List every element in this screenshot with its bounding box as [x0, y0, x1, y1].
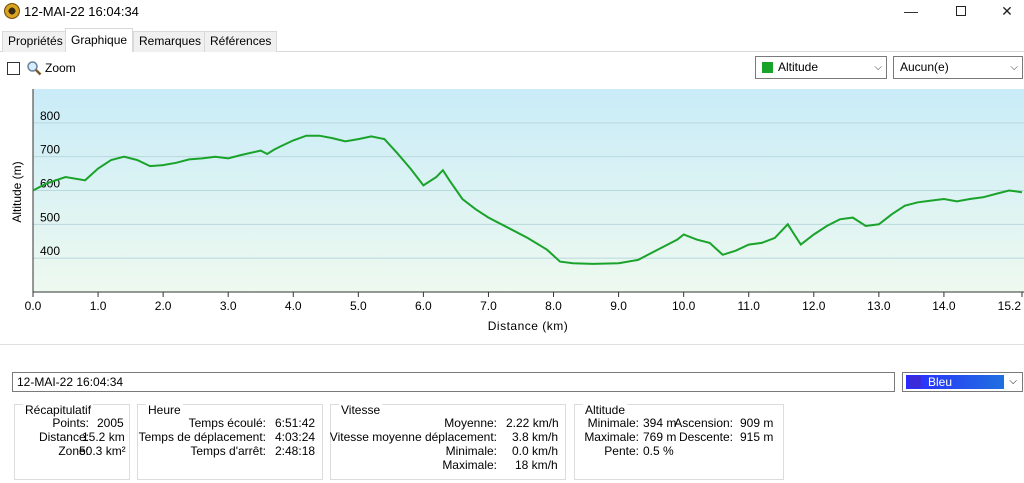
x-tick-label: 10.0	[672, 299, 696, 313]
app-icon	[4, 3, 20, 19]
speed-group: Vitesse Moyenne: 2.22 km/h Vitesse moyen…	[329, 403, 566, 480]
time-value: 6:51:42	[275, 416, 316, 430]
chevron-down-icon: ⌵	[1010, 62, 1018, 73]
x-tick-label: 1.0	[90, 299, 107, 313]
maximize-button[interactable]	[938, 0, 984, 24]
x-tick-label: 7.0	[480, 299, 497, 313]
x-tick-label: 15.2	[998, 299, 1022, 313]
maximize-icon	[956, 6, 966, 16]
secondary-series-value: Aucun(e)	[900, 60, 949, 74]
tab-remarques[interactable]: Remarques	[133, 31, 208, 52]
x-tick-label: 5.0	[350, 299, 367, 313]
track-color-value: Bleu	[906, 375, 1004, 389]
summary-value: 15.2 km	[82, 430, 125, 444]
speed-title: Vitesse	[339, 403, 383, 417]
altitude-series-line	[32, 134, 1023, 265]
y-tick-label: 400	[40, 244, 60, 258]
altitude-chart-svg[interactable]: 400 500 600 700 800 0.0 1.0 2.0 3.0 4.0 5.0 6.0 7.0…	[0, 82, 1024, 340]
tab-graphique[interactable]: Graphique	[65, 28, 134, 53]
altitude-group: Altitude Minimale: 394 m Maximale: 769 m…	[574, 403, 784, 480]
minimize-button[interactable]: —	[904, 3, 918, 19]
summary-label: Zone:	[58, 444, 89, 458]
altitude-title: Altitude	[583, 403, 628, 417]
tab-bar: Propriétés Graphique Remarques Référence…	[0, 28, 1024, 53]
summary-label: Distance:	[38, 430, 89, 444]
time-label: Temps écoulé:	[188, 416, 266, 430]
altitude-value: 915 m	[740, 430, 774, 444]
x-tick-label: 9.0	[610, 299, 627, 313]
speed-label: Moyenne:	[444, 416, 497, 430]
speed-value: 0.0 km/h	[512, 444, 559, 458]
altitude-value: 0.5 %	[643, 444, 674, 458]
time-value: 2:48:18	[275, 444, 316, 458]
summary-label: Points:	[52, 416, 89, 430]
x-tick-label: 0.0	[25, 299, 42, 313]
y-series-select[interactable]: Altitude ⌵	[755, 56, 887, 79]
tab-references[interactable]: Références	[204, 31, 278, 52]
summary-group: Récapitulatif Points: 2005 Distance: 15.…	[14, 403, 130, 480]
y-series-value: Altitude	[778, 60, 819, 74]
altitude-value: 909 m	[740, 416, 774, 430]
magnifier-icon	[27, 61, 42, 76]
title-bar: 12-MAI-22 16:04:34 — ✕	[0, 0, 1024, 24]
y-tick-label: 700	[40, 143, 60, 157]
altitude-label: Minimale:	[587, 416, 639, 430]
x-tick-label: 14.0	[932, 299, 956, 313]
speed-value: 18 km/h	[515, 458, 558, 472]
altitude-label: Pente:	[604, 444, 639, 458]
altitude-label: Maximale:	[584, 430, 639, 444]
time-group: Heure Temps écoulé: 6:51:42 Temps de dép…	[137, 403, 323, 480]
altitude-label: Ascension:	[674, 416, 733, 430]
y-axis-label: Altitude (m)	[10, 161, 24, 222]
speed-value: 3.8 km/h	[512, 430, 559, 444]
time-label: Temps de déplacement:	[138, 430, 266, 444]
close-button[interactable]: ✕	[1001, 3, 1013, 19]
speed-value: 2.22 km/h	[506, 416, 559, 430]
x-tick-label: 11.0	[737, 299, 760, 313]
altitude-chart[interactable]: 400 500 600 700 800 0.0 1.0 2.0 3.0 4.0 5.0 6.0 7.0…	[0, 82, 1024, 340]
altitude-value: 769 m	[643, 430, 677, 444]
speed-label: Vitesse moyenne déplacement:	[329, 430, 497, 444]
x-tick-label: 12.0	[802, 299, 826, 313]
x-tick-label: 3.0	[220, 299, 237, 313]
y-tick-label: 800	[40, 109, 60, 123]
speed-label: Minimale:	[445, 444, 497, 458]
time-value: 4:03:24	[275, 430, 316, 444]
window-title: 12-MAI-22 16:04:34	[24, 4, 139, 19]
series-color-swatch	[762, 62, 773, 73]
y-tick-label: 600	[40, 177, 60, 191]
speed-label: Maximale:	[442, 458, 497, 472]
x-axis-label: Distance (km)	[488, 319, 569, 333]
altitude-value: 394 m	[643, 416, 677, 430]
altitude-label: Descente:	[678, 430, 733, 444]
summary-value: 50.3 km²	[79, 444, 126, 458]
panel-divider	[0, 344, 1024, 345]
secondary-series-select[interactable]: Aucun(e) ⌵	[893, 56, 1023, 79]
chevron-down-icon: ⌵	[874, 62, 882, 73]
x-tick-label: 4.0	[285, 299, 302, 313]
x-tick-label: 8.0	[545, 299, 562, 313]
x-tick-label: 6.0	[415, 299, 432, 313]
time-label: Temps d'arrêt:	[190, 444, 266, 458]
chevron-down-icon: ⌵	[1009, 376, 1017, 387]
summary-title: Récapitulatif	[23, 403, 94, 417]
track-name-field[interactable]: 12-MAI-22 16:04:34	[12, 372, 895, 392]
summary-value: 2005	[97, 416, 124, 430]
y-tick-label: 500	[40, 210, 60, 224]
time-title: Heure	[146, 403, 183, 417]
x-tick-label: 13.0	[867, 299, 891, 313]
track-color-select[interactable]: Bleu ⌵	[902, 372, 1023, 392]
zoom-checkbox[interactable]	[7, 62, 20, 75]
zoom-label: Zoom	[45, 61, 76, 75]
tab-proprietes[interactable]: Propriétés	[2, 31, 69, 52]
x-tick-label: 2.0	[155, 299, 172, 313]
